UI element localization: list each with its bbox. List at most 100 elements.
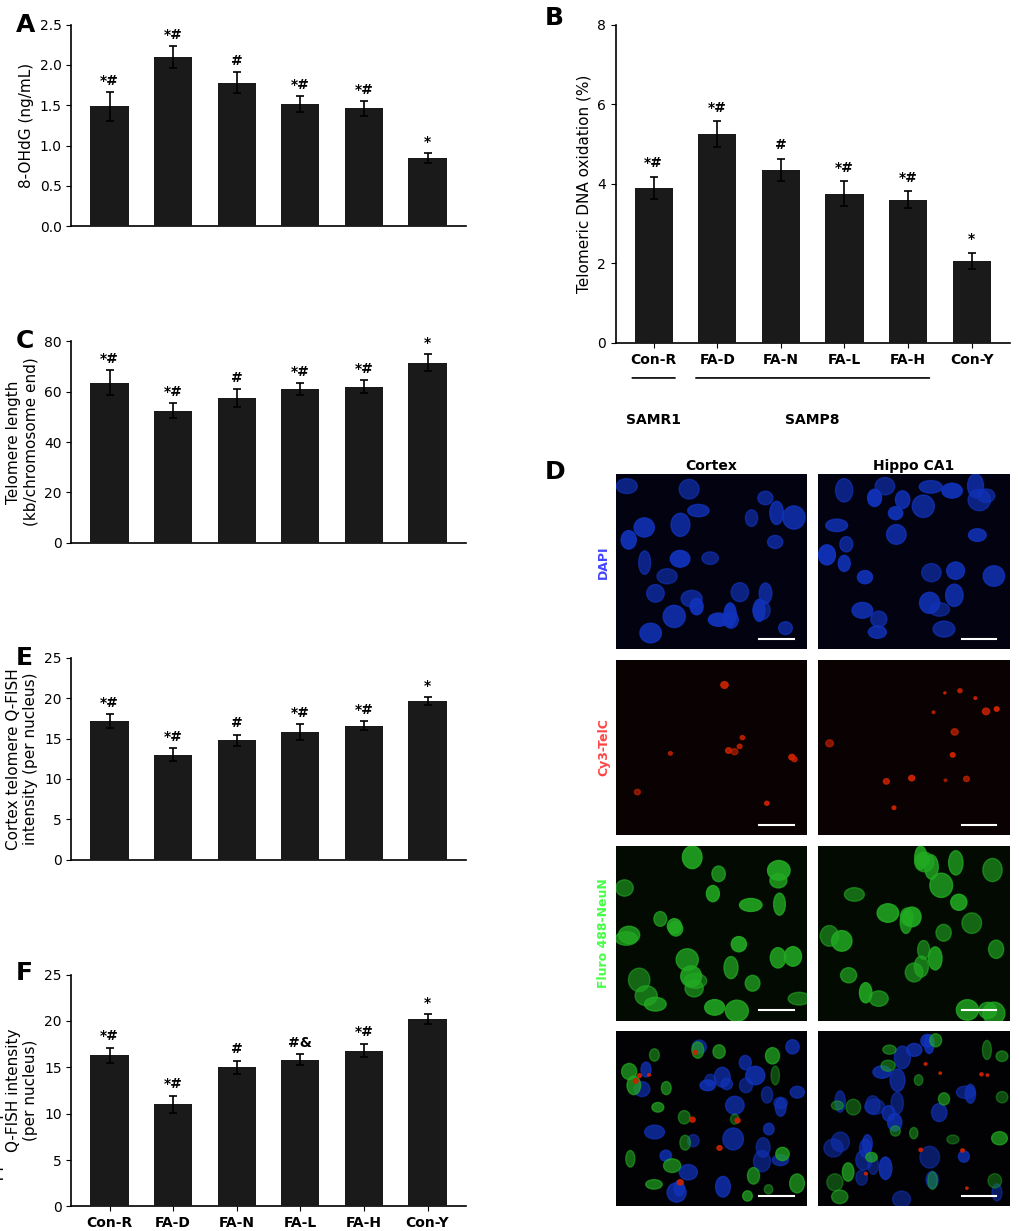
Ellipse shape — [742, 1190, 752, 1201]
Ellipse shape — [886, 524, 905, 544]
Bar — [344, 725, 383, 859]
Text: *#: *# — [100, 352, 119, 366]
Ellipse shape — [937, 1093, 949, 1105]
Ellipse shape — [626, 1151, 634, 1167]
Ellipse shape — [902, 907, 920, 927]
Ellipse shape — [680, 966, 701, 987]
Ellipse shape — [745, 975, 759, 991]
Ellipse shape — [723, 956, 738, 979]
Ellipse shape — [785, 1040, 799, 1054]
Text: A: A — [16, 12, 36, 37]
Ellipse shape — [985, 1073, 987, 1076]
Ellipse shape — [711, 867, 725, 881]
Ellipse shape — [991, 1184, 1001, 1201]
Ellipse shape — [745, 1066, 764, 1085]
Text: *: * — [424, 135, 431, 149]
Ellipse shape — [638, 551, 650, 575]
Ellipse shape — [715, 1177, 730, 1197]
Ellipse shape — [830, 1133, 849, 1151]
Ellipse shape — [769, 873, 786, 888]
Ellipse shape — [680, 1135, 690, 1150]
Ellipse shape — [830, 1101, 843, 1110]
Ellipse shape — [712, 1045, 725, 1059]
Ellipse shape — [874, 478, 894, 495]
Ellipse shape — [634, 518, 654, 537]
Ellipse shape — [840, 968, 856, 982]
Ellipse shape — [651, 1103, 663, 1112]
Bar — [217, 82, 256, 227]
Ellipse shape — [701, 551, 717, 565]
Ellipse shape — [755, 1137, 769, 1157]
Ellipse shape — [996, 1092, 1007, 1103]
Ellipse shape — [635, 986, 656, 1006]
Ellipse shape — [739, 1078, 752, 1093]
Ellipse shape — [892, 806, 895, 810]
Ellipse shape — [859, 1139, 870, 1157]
Ellipse shape — [950, 894, 966, 910]
Ellipse shape — [842, 1163, 853, 1182]
Y-axis label: DAPI: DAPI — [596, 545, 609, 579]
Ellipse shape — [958, 1151, 968, 1162]
Ellipse shape — [614, 932, 637, 945]
Ellipse shape — [671, 513, 689, 537]
Bar — [889, 199, 926, 343]
Ellipse shape — [880, 1060, 895, 1071]
Ellipse shape — [660, 1082, 671, 1094]
Ellipse shape — [930, 1103, 946, 1121]
Ellipse shape — [676, 949, 698, 970]
Ellipse shape — [758, 583, 771, 603]
Ellipse shape — [678, 1110, 690, 1124]
Y-axis label: Telomere length
(kb/chromosome end): Telomere length (kb/chromosome end) — [6, 358, 39, 527]
Bar — [91, 383, 128, 543]
Bar — [217, 1067, 256, 1206]
Ellipse shape — [627, 1076, 640, 1094]
Ellipse shape — [978, 1002, 996, 1018]
Bar — [344, 1050, 383, 1206]
Bar — [408, 1019, 446, 1206]
Ellipse shape — [917, 940, 928, 959]
Ellipse shape — [774, 1098, 786, 1117]
Ellipse shape — [909, 1128, 917, 1139]
Bar — [408, 702, 446, 859]
Ellipse shape — [662, 606, 685, 628]
Ellipse shape — [771, 1155, 788, 1166]
Ellipse shape — [777, 622, 792, 634]
Title: Cortex: Cortex — [685, 459, 737, 473]
Ellipse shape — [900, 911, 911, 933]
Y-axis label: Telomeric DNA oxidation (%): Telomeric DNA oxidation (%) — [576, 75, 591, 293]
Ellipse shape — [766, 860, 790, 880]
Ellipse shape — [906, 1044, 921, 1056]
Ellipse shape — [891, 1092, 903, 1114]
Ellipse shape — [666, 918, 681, 934]
Ellipse shape — [819, 926, 838, 947]
Ellipse shape — [914, 846, 926, 869]
Ellipse shape — [666, 1183, 686, 1203]
Ellipse shape — [982, 1002, 1004, 1024]
Text: *#: *# — [355, 1025, 373, 1039]
Ellipse shape — [679, 1165, 697, 1181]
Bar — [697, 134, 736, 343]
Text: *#: *# — [355, 362, 373, 377]
Text: *#: *# — [898, 171, 916, 185]
Ellipse shape — [927, 947, 942, 970]
Ellipse shape — [851, 602, 872, 618]
Ellipse shape — [894, 1046, 910, 1069]
Ellipse shape — [825, 740, 833, 747]
Ellipse shape — [691, 1041, 703, 1059]
Text: *#: *# — [355, 703, 373, 716]
Ellipse shape — [731, 582, 748, 602]
Ellipse shape — [775, 1147, 789, 1161]
Ellipse shape — [823, 1139, 843, 1157]
Ellipse shape — [669, 550, 689, 567]
Ellipse shape — [621, 1064, 636, 1080]
Ellipse shape — [950, 752, 954, 757]
Ellipse shape — [943, 692, 945, 694]
Ellipse shape — [923, 1062, 926, 1065]
Text: #: # — [230, 371, 243, 385]
Ellipse shape — [737, 745, 741, 748]
Ellipse shape — [753, 1151, 769, 1172]
Ellipse shape — [681, 591, 701, 607]
Bar — [154, 1104, 192, 1206]
Text: #: # — [230, 1043, 243, 1056]
Ellipse shape — [790, 1086, 804, 1098]
